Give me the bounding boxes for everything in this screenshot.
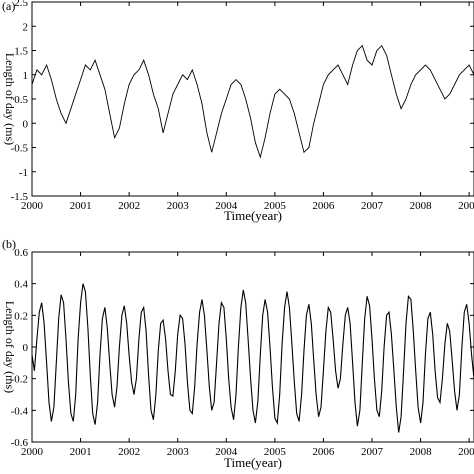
y-tick-label: 0.4 bbox=[14, 279, 28, 291]
y-tick-label: -0.5 bbox=[11, 143, 29, 155]
y-tick-label: -1.5 bbox=[11, 191, 29, 203]
x-tick-label: 2002 bbox=[118, 200, 140, 212]
plot-frame bbox=[31, 251, 474, 443]
x-tick-label: 2004 bbox=[215, 446, 238, 458]
x-tick-label: 2000 bbox=[21, 446, 44, 458]
x-tick-label: 2006 bbox=[312, 446, 335, 458]
x-axis-title: Time(year) bbox=[224, 455, 282, 470]
y-tick-label: 0.5 bbox=[14, 94, 28, 106]
x-tick-label: 2004 bbox=[215, 200, 238, 212]
y-tick-label: -1 bbox=[19, 167, 28, 179]
series-line bbox=[31, 44, 474, 159]
y-tick-label: 2.5 bbox=[14, 0, 28, 9]
x-axis-title: Time(year) bbox=[224, 208, 282, 223]
y-axis-title: Length of day (ms) bbox=[3, 53, 17, 145]
y-tick-label: 1.5 bbox=[14, 46, 28, 58]
panel-tag: (b) bbox=[2, 237, 16, 251]
x-tick-label: 2006 bbox=[312, 200, 335, 212]
y-tick-label: 0 bbox=[23, 118, 29, 130]
y-tick-label: 0 bbox=[23, 342, 29, 354]
x-tick-label: 2000 bbox=[21, 200, 44, 212]
y-tick-label: -0.2 bbox=[11, 374, 28, 386]
y-tick-label: 2 bbox=[23, 21, 29, 33]
series-line bbox=[31, 283, 474, 433]
y-axis-title: Length of day (ms) bbox=[3, 301, 17, 393]
x-tick-label: 2001 bbox=[70, 200, 92, 212]
x-tick-label: 2001 bbox=[70, 446, 92, 458]
x-tick-label: 2008 bbox=[410, 200, 433, 212]
x-tick-label: 2007 bbox=[361, 200, 384, 212]
y-tick-label: 0.6 bbox=[14, 247, 28, 259]
y-tick-label: 1 bbox=[23, 70, 29, 82]
y-tick-label: -0.6 bbox=[11, 437, 29, 449]
x-tick-label: 2003 bbox=[167, 446, 190, 458]
x-tick-label: 2008 bbox=[410, 446, 433, 458]
x-tick-label: 2003 bbox=[167, 200, 190, 212]
plot-frame bbox=[31, 1, 474, 197]
x-tick-label: 2005 bbox=[264, 446, 287, 458]
panel-tag: (a) bbox=[2, 0, 15, 13]
x-tick-label: 2005 bbox=[264, 200, 287, 212]
y-tick-label: -0.4 bbox=[11, 405, 29, 417]
x-tick-label: 2009 bbox=[458, 200, 474, 212]
x-tick-label: 2002 bbox=[118, 446, 140, 458]
x-tick-label: 2009 bbox=[458, 446, 474, 458]
y-tick-label: 0.2 bbox=[14, 310, 28, 322]
x-tick-label: 2007 bbox=[361, 446, 384, 458]
